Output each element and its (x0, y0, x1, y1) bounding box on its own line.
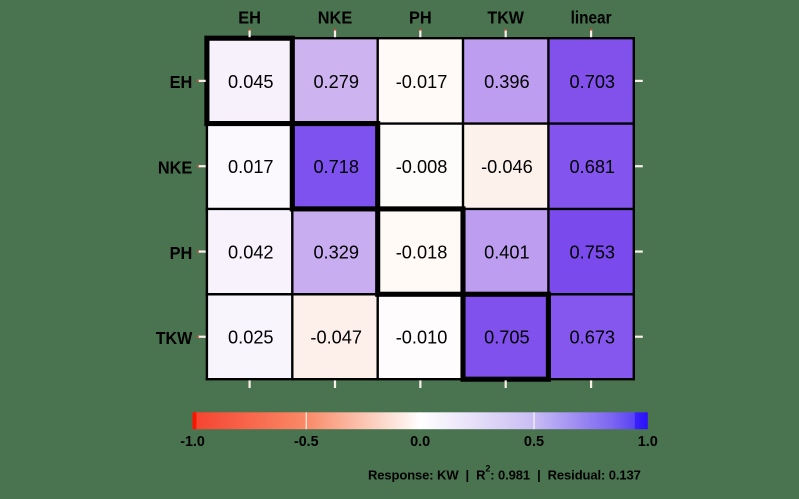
svg-text:PH: PH (170, 243, 193, 263)
svg-text:0.017: 0.017 (228, 157, 274, 177)
svg-text:0.5: 0.5 (524, 434, 544, 450)
svg-text:0.0: 0.0 (410, 434, 430, 450)
svg-text:-0.018: -0.018 (396, 243, 448, 263)
svg-text:-0.008: -0.008 (396, 157, 448, 177)
svg-text:PH: PH (409, 8, 432, 28)
svg-text:NKE: NKE (158, 157, 192, 177)
svg-text:-0.5: -0.5 (294, 434, 319, 450)
svg-text:1.0: 1.0 (638, 434, 658, 450)
svg-text:0.681: 0.681 (570, 157, 616, 177)
svg-text:NKE: NKE (318, 8, 352, 28)
svg-text:0.025: 0.025 (228, 328, 274, 348)
svg-text:-0.046: -0.046 (481, 157, 533, 177)
svg-text:0.673: 0.673 (570, 328, 616, 348)
svg-text:0.045: 0.045 (228, 72, 274, 92)
svg-text:EH: EH (238, 8, 261, 28)
svg-text:-0.010: -0.010 (396, 328, 448, 348)
svg-text:0.329: 0.329 (313, 243, 359, 263)
svg-text:-0.017: -0.017 (396, 72, 448, 92)
svg-text:TKW: TKW (487, 8, 524, 28)
svg-text:Response: KW | R2: 0.981 |: Response: KW | R2: 0.981 | Residual: 0.1… (368, 464, 641, 483)
svg-text:0.705: 0.705 (484, 328, 530, 348)
svg-text:-0.047: -0.047 (310, 328, 362, 348)
svg-text:linear: linear (571, 8, 612, 28)
svg-text:0.703: 0.703 (570, 72, 616, 92)
svg-text:-1.0: -1.0 (180, 434, 205, 450)
svg-text:0.753: 0.753 (570, 243, 616, 263)
svg-text:0.396: 0.396 (484, 72, 530, 92)
svg-text:0.042: 0.042 (228, 243, 274, 263)
svg-text:0.401: 0.401 (484, 243, 530, 263)
svg-text:EH: EH (170, 72, 193, 92)
svg-text:TKW: TKW (156, 328, 193, 348)
svg-text:0.279: 0.279 (313, 72, 359, 92)
svg-text:0.718: 0.718 (313, 157, 359, 177)
